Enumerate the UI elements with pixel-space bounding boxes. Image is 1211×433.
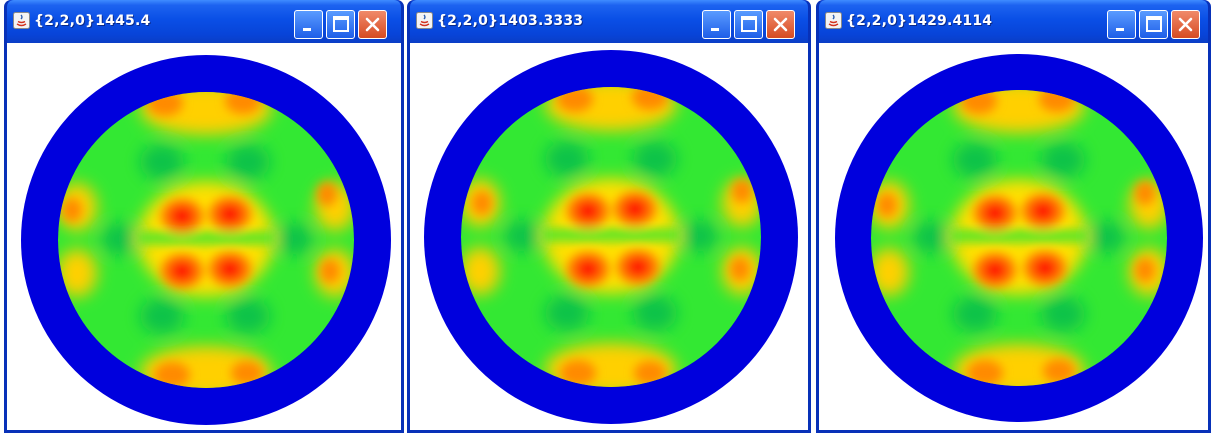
- close-button[interactable]: [358, 10, 387, 39]
- close-icon: [365, 17, 380, 32]
- maximize-button[interactable]: [326, 10, 355, 39]
- window-title: {2,2,0}1445.4: [34, 13, 151, 29]
- close-icon: [773, 17, 788, 32]
- intensity-map: [461, 87, 761, 387]
- maximize-icon: [1146, 16, 1162, 32]
- java-app-icon[interactable]: [416, 12, 433, 29]
- window-titlebar[interactable]: {2,2,0}1403.3333: [410, 0, 808, 43]
- minimize-button[interactable]: [702, 10, 731, 39]
- close-button[interactable]: [766, 10, 795, 39]
- window-client-area: [410, 43, 808, 430]
- window-titlebar[interactable]: {2,2,0}1429.4114: [819, 0, 1208, 43]
- minimize-icon: [303, 28, 311, 31]
- pole-figure: [21, 55, 391, 425]
- window-client-area: [7, 43, 401, 430]
- window-titlebar[interactable]: {2,2,0}1445.4: [7, 0, 401, 43]
- java-app-icon[interactable]: [13, 12, 30, 29]
- java-app-icon[interactable]: [825, 12, 842, 29]
- window-client-area: [819, 43, 1208, 430]
- pole-figure: [835, 54, 1203, 422]
- pole-figure-window-3[interactable]: {2,2,0}1429.4114: [816, 0, 1211, 433]
- minimize-button[interactable]: [1107, 10, 1136, 39]
- close-icon: [1178, 17, 1193, 32]
- minimize-icon: [711, 28, 719, 31]
- pole-figure: [424, 50, 798, 424]
- minimize-button[interactable]: [294, 10, 323, 39]
- maximize-icon: [741, 16, 757, 32]
- maximize-button[interactable]: [734, 10, 763, 39]
- window-title: {2,2,0}1403.3333: [437, 13, 584, 29]
- pole-figure-window-1[interactable]: {2,2,0}1445.4: [4, 0, 404, 433]
- maximize-button[interactable]: [1139, 10, 1168, 39]
- minimize-icon: [1116, 28, 1124, 31]
- maximize-icon: [333, 16, 349, 32]
- intensity-map: [58, 92, 354, 388]
- close-button[interactable]: [1171, 10, 1200, 39]
- window-title: {2,2,0}1429.4114: [846, 13, 993, 29]
- pole-figure-window-2[interactable]: {2,2,0}1403.3333: [407, 0, 811, 433]
